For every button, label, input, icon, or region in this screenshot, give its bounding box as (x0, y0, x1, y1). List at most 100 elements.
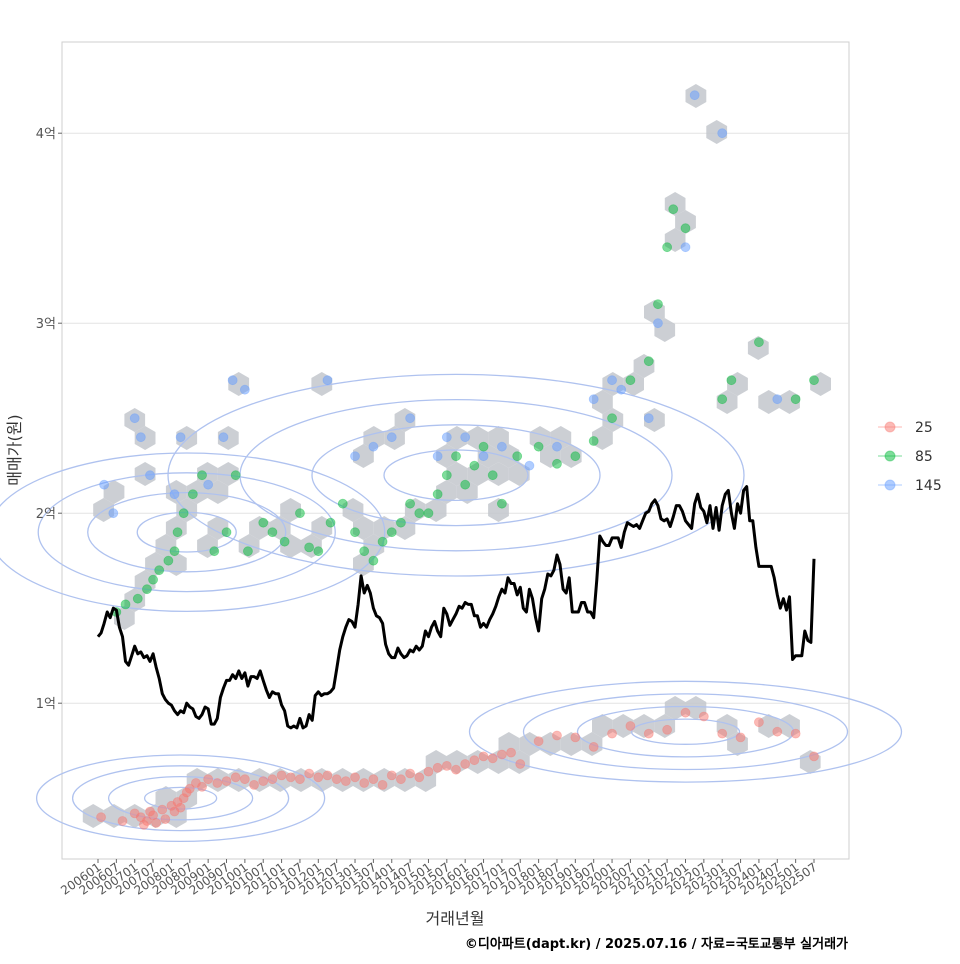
y-tick-label: 4억 (36, 127, 56, 142)
scatter-point-145 (145, 470, 155, 481)
scatter-point-85 (279, 536, 290, 547)
scatter-point-85 (337, 498, 348, 509)
contour-line (87, 491, 287, 573)
legend-key-point (884, 421, 896, 433)
scatter-point-85 (754, 337, 764, 348)
scatter-point-25 (117, 816, 128, 826)
scatter-point-85 (178, 508, 189, 519)
scatter-point-85 (169, 546, 180, 557)
scatter-point-145 (432, 451, 443, 462)
scatter-point-85 (680, 223, 691, 234)
hexbin-cell (197, 462, 218, 486)
hexbin-cell (592, 390, 613, 414)
scatter-point-85 (163, 555, 174, 566)
scatter-point-85 (625, 375, 636, 386)
hexbin-cell (217, 462, 239, 486)
scatter-point-85 (295, 508, 305, 519)
contour-line (383, 449, 529, 502)
scatter-point-25 (588, 742, 599, 752)
scatter-point-85 (441, 470, 452, 481)
scatter-point-25 (423, 766, 434, 777)
scatter-point-25 (570, 732, 581, 743)
scatter-point-25 (717, 728, 728, 739)
scatter-point-25 (662, 724, 673, 735)
scatter-point-25 (496, 749, 507, 760)
hexbin-cell (134, 462, 156, 486)
scatter-point-25 (809, 751, 819, 762)
y-tick-label: 3억 (36, 317, 56, 332)
scatter-point-145 (239, 384, 250, 395)
scatter-points (96, 90, 819, 830)
scatter-point-145 (478, 451, 489, 462)
hexbin-cell (706, 120, 728, 144)
scatter-point-25 (487, 753, 498, 764)
scatter-point-85 (469, 460, 480, 471)
scatter-point-25 (451, 764, 461, 775)
median-price-line (96, 485, 816, 730)
x-axis-title: 거래년월 (426, 909, 485, 928)
scatter-point-25 (533, 736, 544, 747)
scatter-point-85 (552, 458, 562, 469)
scatter-point-85 (726, 375, 737, 386)
y-tick-label: 2억 (36, 507, 56, 522)
scatter-point-25 (249, 780, 259, 790)
contour-line (522, 693, 849, 771)
scatter-point-25 (267, 774, 278, 785)
scatter-point-85 (607, 413, 617, 424)
scatter-point-85 (643, 356, 654, 367)
median-line-layer (96, 485, 816, 730)
scatter-point-145 (108, 508, 119, 519)
scatter-point-145 (350, 451, 360, 462)
scatter-point-145 (689, 90, 700, 101)
contour-line (35, 754, 326, 843)
y-axis-ticks: 1억 2억 3억 4억 (36, 127, 62, 712)
legend-label: 85 (915, 449, 933, 465)
scatter-point-25 (212, 778, 223, 788)
scatter-point-85 (142, 584, 152, 595)
legend-key-point (884, 450, 896, 462)
contour-line (311, 424, 601, 527)
hexbin-cell (280, 498, 301, 522)
scatter-point-25 (160, 814, 171, 824)
hexbin-cell (446, 426, 468, 450)
scatter-point-85 (668, 204, 679, 215)
scatter-point-85 (451, 451, 461, 462)
scatter-point-25 (460, 759, 471, 769)
scatter-point-145 (227, 375, 238, 386)
scatter-point-25 (184, 783, 195, 794)
hexbin-cell (529, 426, 551, 450)
scatter-point-25 (643, 728, 654, 739)
scatter-point-85 (304, 542, 315, 553)
scatter-point-25 (197, 781, 207, 792)
hexbin-cell (488, 462, 509, 486)
scatter-point-25 (340, 776, 351, 786)
scatter-point-85 (258, 517, 269, 528)
scatter-point-25 (331, 774, 342, 785)
scatter-point-25 (405, 768, 416, 779)
scatter-point-145 (405, 413, 416, 424)
scatter-point-85 (377, 536, 388, 547)
legend-key-point (884, 479, 896, 491)
scatter-point-145 (218, 432, 229, 443)
scatter-point-145 (772, 394, 783, 405)
scatter-point-145 (386, 432, 397, 443)
scatter-point-25 (221, 776, 232, 786)
scatter-point-25 (790, 728, 801, 739)
scatter-point-85 (368, 555, 379, 566)
scatter-point-85 (478, 441, 489, 452)
scatter-point-25 (322, 770, 333, 781)
scatter-point-85 (460, 479, 471, 490)
scatter-point-25 (276, 770, 287, 781)
scatter-point-85 (230, 470, 241, 481)
scatter-point-85 (414, 508, 425, 519)
contour-line (37, 472, 336, 593)
scatter-point-145 (129, 413, 140, 424)
scatter-point-85 (197, 470, 207, 481)
scatter-point-85 (396, 517, 406, 528)
scatter-point-145 (616, 384, 627, 395)
legend: 25 85 145 (878, 420, 942, 494)
scatter-point-85 (386, 527, 397, 538)
scatter-point-25 (432, 762, 443, 773)
